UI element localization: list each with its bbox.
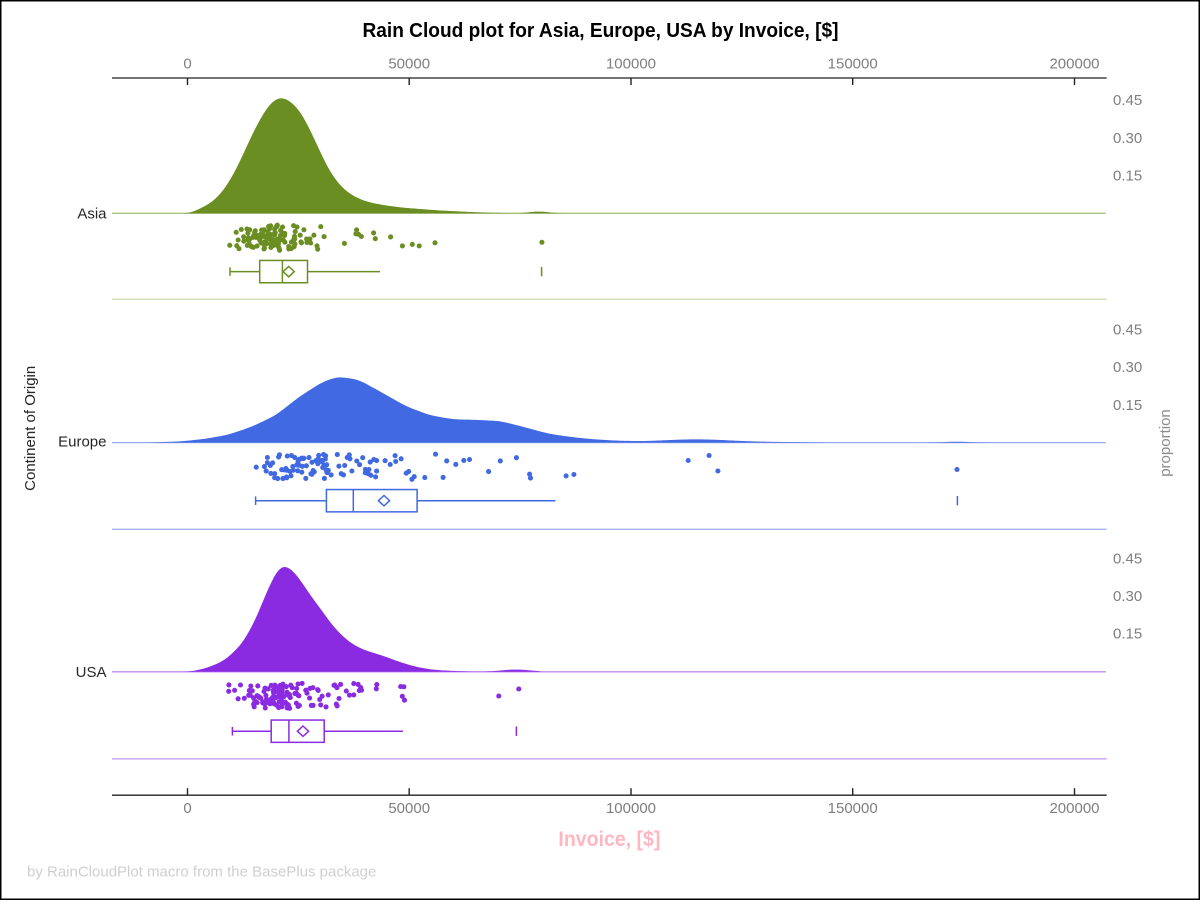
svg-text:0.15: 0.15 [1113, 626, 1142, 643]
svg-text:0.30: 0.30 [1113, 359, 1142, 376]
svg-text:150000: 150000 [828, 56, 878, 73]
svg-text:Invoice, [$]: Invoice, [$] [558, 828, 660, 851]
svg-text:USA: USA [76, 664, 107, 681]
svg-text:by RainCloudPlot macro from th: by RainCloudPlot macro from the BasePlus… [27, 864, 376, 881]
svg-text:100000: 100000 [606, 800, 656, 817]
svg-text:0.15: 0.15 [1113, 397, 1142, 414]
svg-text:proportion: proportion [1157, 409, 1174, 477]
svg-text:200000: 200000 [1049, 800, 1099, 817]
svg-text:50000: 50000 [388, 800, 430, 817]
svg-text:0.30: 0.30 [1113, 130, 1142, 147]
svg-text:0: 0 [183, 56, 191, 73]
svg-text:Europe: Europe [58, 434, 106, 451]
svg-text:50000: 50000 [388, 56, 430, 73]
svg-text:0.30: 0.30 [1113, 588, 1142, 605]
svg-text:100000: 100000 [606, 56, 656, 73]
svg-text:Rain Cloud plot for Asia, Euro: Rain Cloud plot for Asia, Europe, USA by… [363, 19, 839, 42]
svg-text:Continent of Origin: Continent of Origin [22, 366, 39, 491]
svg-text:200000: 200000 [1049, 56, 1099, 73]
svg-text:Asia: Asia [77, 205, 107, 222]
svg-text:0.45: 0.45 [1113, 321, 1142, 338]
svg-text:0.45: 0.45 [1113, 92, 1142, 109]
svg-text:0.15: 0.15 [1113, 168, 1142, 185]
svg-text:150000: 150000 [828, 800, 878, 817]
svg-text:0: 0 [183, 800, 191, 817]
svg-text:0.45: 0.45 [1113, 550, 1142, 567]
